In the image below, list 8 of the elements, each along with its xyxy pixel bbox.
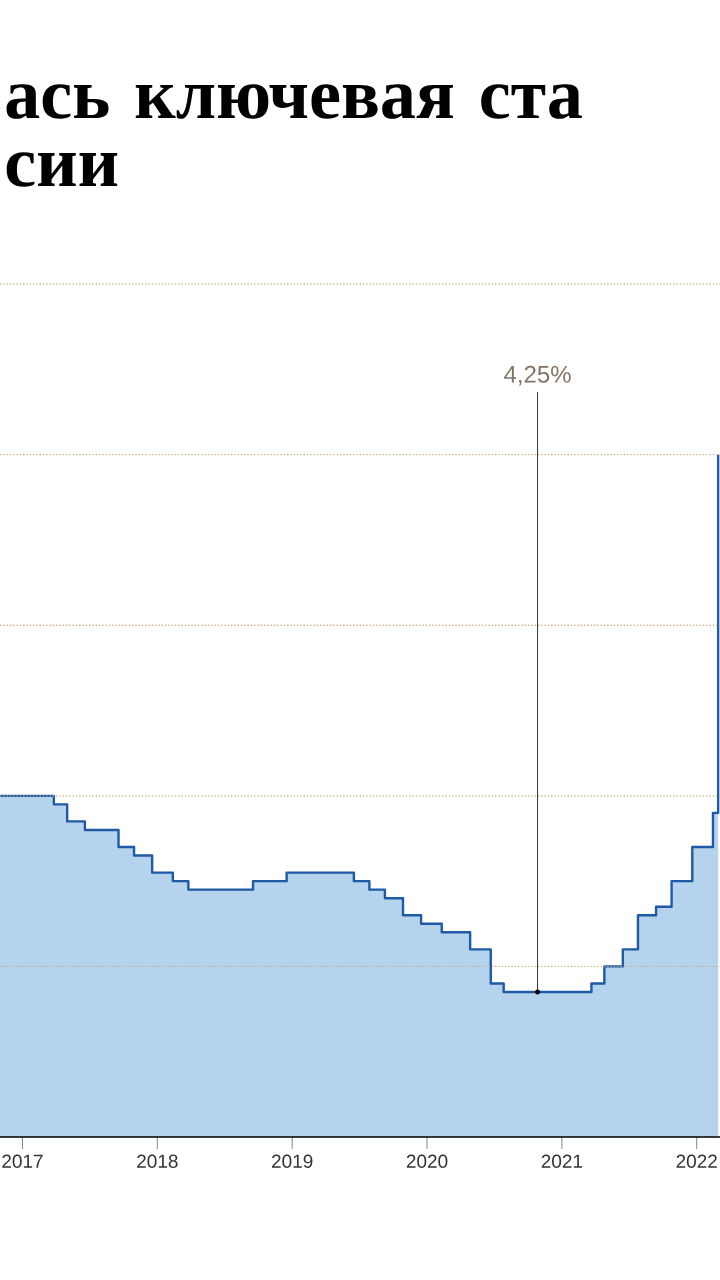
x-tick-label: 2022 [676,1154,717,1168]
x-tick-label: 2020 [406,1154,448,1168]
annotation: 4,25% [504,365,571,386]
x-tick-label: 2019 [272,1154,313,1168]
chart-title: ась ключевая ста сии [6,84,582,187]
x-tick-label: 2021 [541,1154,583,1168]
x-tick-label: 2018 [137,1154,178,1168]
x-tick-label: 2017 [2,1154,43,1168]
